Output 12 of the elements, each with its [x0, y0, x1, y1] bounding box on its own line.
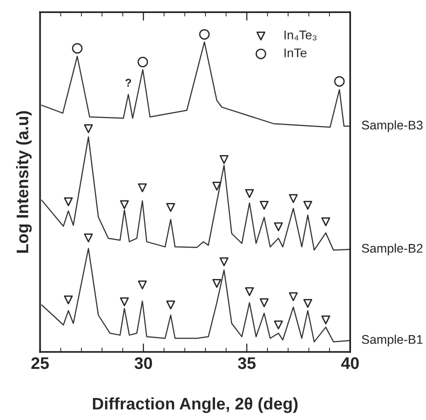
- x-tick-label: 30: [134, 357, 152, 370]
- x-axis-title: Diffraction Angle, 2θ (deg): [92, 397, 298, 413]
- legend-label: In₄Te₃: [284, 30, 316, 40]
- series-label: Sample-B2: [362, 244, 422, 256]
- x-tick-label: 25: [31, 357, 49, 370]
- annotation: ?: [125, 78, 132, 87]
- series-label: Sample-B1: [362, 334, 423, 346]
- y-axis-title: Log Intensity (a.u): [16, 111, 32, 253]
- series-label: Sample-B3: [362, 120, 423, 132]
- x-tick-label: 40: [341, 357, 359, 370]
- x-tick-label: 35: [238, 357, 256, 370]
- legend-label: InTe: [284, 48, 306, 58]
